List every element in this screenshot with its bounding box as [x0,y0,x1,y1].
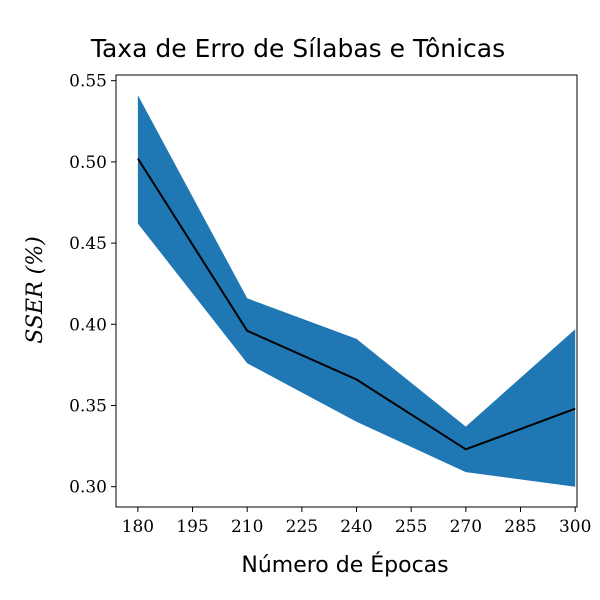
y-tick-label: 0.55 [69,72,107,92]
x-tick-label: 255 [395,517,427,537]
x-tick-label: 285 [504,517,536,537]
x-tick-label: 210 [231,517,263,537]
axes-frame [115,74,578,508]
x-tick-label: 225 [286,517,318,537]
y-tick-label: 0.40 [69,315,107,335]
x-tick-label: 180 [122,517,154,537]
y-tick-label: 0.35 [69,396,107,416]
x-tick-label: 195 [176,517,208,537]
x-tick-label: 270 [450,517,482,537]
series-line [137,158,576,451]
y-tick-label: 0.30 [69,478,107,498]
x-tick-label: 240 [340,517,372,537]
y-tick-label: 0.50 [69,153,107,173]
plot-area [115,74,578,508]
y-tick-label: 0.45 [69,234,107,254]
x-axis: 180 195 210 225 240 255 270 285 300 [122,507,591,537]
confidence-band [137,95,576,487]
x-tick-label: 300 [559,517,591,537]
x-axis-label: Número de Épocas [241,552,448,578]
chart-title: Taxa de Erro de Sílabas e Tônicas [90,34,505,63]
y-axis: 0.30 0.35 0.40 0.45 0.50 0.55 [69,72,116,498]
y-axis-label: SSER (%) [23,236,48,343]
